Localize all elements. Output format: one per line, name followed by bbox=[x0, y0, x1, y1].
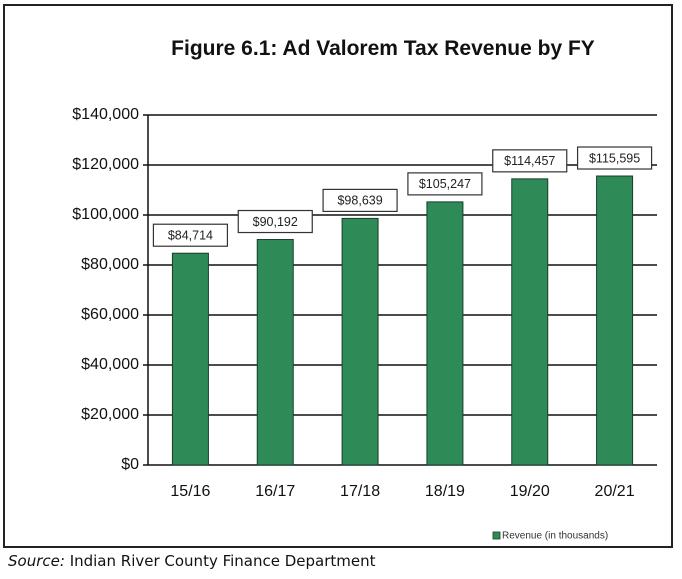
x-tick-label: 17/18 bbox=[340, 483, 380, 500]
y-tick-label: $100,000 bbox=[72, 206, 139, 223]
y-tick-label: $120,000 bbox=[72, 156, 139, 173]
x-tick-label: 15/16 bbox=[170, 483, 210, 500]
value-label-box bbox=[237, 209, 313, 234]
value-label: $98,639 bbox=[337, 194, 382, 208]
bar bbox=[256, 239, 294, 466]
value-label-box bbox=[152, 223, 229, 247]
y-tick-label: $80,000 bbox=[81, 256, 139, 273]
chart-frame bbox=[3, 4, 673, 548]
x-tick-label: 19/20 bbox=[510, 483, 550, 500]
chart-title: Figure 6.1: Ad Valorem Tax Revenue by FY bbox=[171, 37, 595, 60]
source-label: Source: bbox=[8, 552, 65, 570]
bar bbox=[171, 252, 209, 466]
value-label: $84,714 bbox=[168, 229, 213, 243]
bar bbox=[426, 201, 464, 466]
value-label-box bbox=[322, 188, 398, 213]
x-tick-label: 18/19 bbox=[425, 483, 465, 500]
value-label-box bbox=[407, 172, 483, 196]
bar bbox=[511, 178, 549, 466]
y-tick-label: $0 bbox=[121, 456, 139, 473]
legend-label: Revenue (in thousands) bbox=[502, 531, 608, 542]
x-tick-label: 20/21 bbox=[595, 483, 635, 500]
bar bbox=[341, 217, 379, 466]
y-tick-label: $40,000 bbox=[81, 356, 139, 373]
source-text: Indian River County Finance Department bbox=[69, 552, 376, 570]
value-label-box bbox=[492, 149, 568, 173]
value-label: $105,247 bbox=[419, 177, 471, 191]
bar bbox=[596, 175, 634, 466]
value-label-box bbox=[576, 146, 653, 170]
y-tick-label: $140,000 bbox=[72, 106, 139, 123]
y-tick-label: $20,000 bbox=[81, 406, 139, 423]
value-label: $114,457 bbox=[504, 154, 555, 168]
y-tick-label: $60,000 bbox=[81, 306, 139, 323]
value-label: $90,192 bbox=[253, 215, 298, 229]
x-tick-label: 16/17 bbox=[255, 483, 295, 500]
legend-swatch bbox=[492, 531, 501, 540]
value-label: $115,595 bbox=[589, 151, 640, 165]
source-note: Source: Indian River County Finance Depa… bbox=[8, 552, 376, 570]
